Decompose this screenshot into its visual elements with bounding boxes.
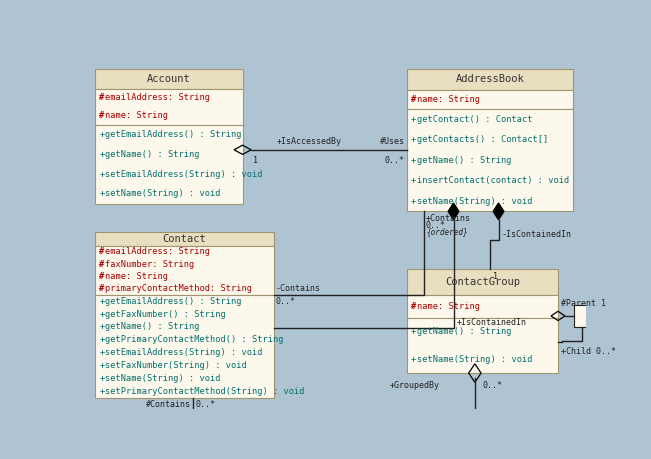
Text: #: # bbox=[99, 111, 104, 120]
Text: +: + bbox=[411, 196, 416, 206]
Text: #: # bbox=[99, 93, 104, 102]
Text: Contact: Contact bbox=[163, 234, 206, 244]
Text: +: + bbox=[99, 348, 104, 357]
Text: name: String: name: String bbox=[417, 95, 480, 104]
Text: 1: 1 bbox=[493, 272, 498, 281]
Text: 0..*: 0..* bbox=[482, 381, 503, 390]
Text: name: String: name: String bbox=[417, 302, 480, 311]
Text: #: # bbox=[99, 259, 104, 269]
Text: 0..*: 0..* bbox=[196, 400, 215, 409]
Text: getName() : String: getName() : String bbox=[105, 322, 200, 331]
Text: +Contains: +Contains bbox=[426, 214, 471, 223]
Text: +: + bbox=[99, 322, 104, 331]
Text: +: + bbox=[411, 176, 416, 185]
Text: +: + bbox=[99, 189, 104, 198]
Bar bbox=[407, 318, 558, 373]
Bar bbox=[95, 232, 273, 246]
Text: setName(String) : void: setName(String) : void bbox=[417, 196, 533, 206]
Text: setPrimaryContactMethod(String) : void: setPrimaryContactMethod(String) : void bbox=[105, 387, 305, 396]
Text: 0..*: 0..* bbox=[426, 221, 446, 230]
Text: +: + bbox=[99, 297, 104, 306]
Text: +: + bbox=[411, 327, 416, 336]
Bar bbox=[407, 90, 574, 109]
Text: getName() : String: getName() : String bbox=[105, 150, 200, 159]
Text: +: + bbox=[99, 387, 104, 396]
Text: emailAddress: String: emailAddress: String bbox=[105, 247, 210, 256]
Text: +IsAccessedBy: +IsAccessedBy bbox=[277, 137, 342, 146]
Text: #Contains: #Contains bbox=[146, 400, 191, 409]
Text: +: + bbox=[411, 115, 416, 123]
Text: +: + bbox=[411, 156, 416, 165]
Text: getEmailAddress() : String: getEmailAddress() : String bbox=[105, 297, 242, 306]
Text: getPrimaryContactMethod() : String: getPrimaryContactMethod() : String bbox=[105, 335, 284, 344]
Text: emailAddress: String: emailAddress: String bbox=[105, 93, 210, 102]
Text: +: + bbox=[99, 374, 104, 383]
Text: ContactGroup: ContactGroup bbox=[445, 277, 520, 287]
Bar bbox=[95, 295, 273, 398]
Text: +: + bbox=[411, 135, 416, 144]
Bar bbox=[407, 295, 558, 318]
Polygon shape bbox=[448, 203, 459, 220]
Text: primaryContactMethod: String: primaryContactMethod: String bbox=[105, 284, 253, 293]
Bar bbox=[407, 269, 558, 295]
Bar bbox=[407, 109, 574, 212]
Text: +: + bbox=[411, 355, 416, 364]
Text: insertContact(contact) : void: insertContact(contact) : void bbox=[417, 176, 569, 185]
Text: +GroupedBy: +GroupedBy bbox=[390, 381, 440, 390]
Text: 1: 1 bbox=[253, 156, 258, 165]
Bar bbox=[95, 125, 243, 204]
Text: #Parent 1: #Parent 1 bbox=[561, 299, 606, 308]
Bar bbox=[95, 89, 243, 125]
Text: setName(String) : void: setName(String) : void bbox=[105, 374, 221, 383]
Text: -Contains: -Contains bbox=[276, 284, 321, 293]
Text: setName(String) : void: setName(String) : void bbox=[417, 355, 533, 364]
Text: getContacts() : Contact[]: getContacts() : Contact[] bbox=[417, 135, 548, 144]
Text: 0..*: 0..* bbox=[385, 156, 404, 165]
Text: #Uses: #Uses bbox=[380, 137, 404, 146]
Text: getName() : String: getName() : String bbox=[417, 156, 512, 165]
Text: name: String: name: String bbox=[105, 272, 169, 281]
Text: getFaxNumber() : String: getFaxNumber() : String bbox=[105, 309, 226, 319]
Text: +: + bbox=[99, 130, 104, 139]
Text: setEmailAddress(String) : void: setEmailAddress(String) : void bbox=[105, 348, 263, 357]
Text: +: + bbox=[99, 361, 104, 370]
Bar bbox=[95, 69, 243, 89]
Text: #: # bbox=[99, 247, 104, 256]
Text: getName() : String: getName() : String bbox=[417, 327, 512, 336]
Text: #: # bbox=[411, 95, 416, 104]
Text: setName(String) : void: setName(String) : void bbox=[105, 189, 221, 198]
Text: +: + bbox=[99, 335, 104, 344]
Text: AddressBook: AddressBook bbox=[456, 74, 525, 84]
Text: #: # bbox=[99, 272, 104, 281]
Bar bbox=[407, 69, 574, 90]
Text: {ordered}: {ordered} bbox=[426, 227, 467, 236]
Text: setEmailAddress(String) : void: setEmailAddress(String) : void bbox=[105, 169, 263, 179]
Text: #: # bbox=[411, 302, 416, 311]
Text: #: # bbox=[99, 284, 104, 293]
Text: getContact() : Contact: getContact() : Contact bbox=[417, 115, 533, 123]
Text: +Child 0..*: +Child 0..* bbox=[561, 347, 616, 356]
Text: +: + bbox=[99, 309, 104, 319]
Text: faxNumber: String: faxNumber: String bbox=[105, 259, 195, 269]
Text: setFaxNumber(String) : void: setFaxNumber(String) : void bbox=[105, 361, 247, 370]
Text: getEmailAddress() : String: getEmailAddress() : String bbox=[105, 130, 242, 139]
Text: +IsContainedIn: +IsContainedIn bbox=[456, 318, 527, 327]
Text: +: + bbox=[99, 150, 104, 159]
Text: +: + bbox=[99, 169, 104, 179]
Bar bbox=[95, 246, 273, 295]
Bar bbox=[574, 305, 590, 327]
Polygon shape bbox=[493, 203, 504, 220]
Text: 0..*: 0..* bbox=[276, 297, 296, 307]
Text: -IsContainedIn: -IsContainedIn bbox=[502, 230, 572, 239]
Text: Account: Account bbox=[147, 74, 191, 84]
Text: name: String: name: String bbox=[105, 111, 169, 120]
